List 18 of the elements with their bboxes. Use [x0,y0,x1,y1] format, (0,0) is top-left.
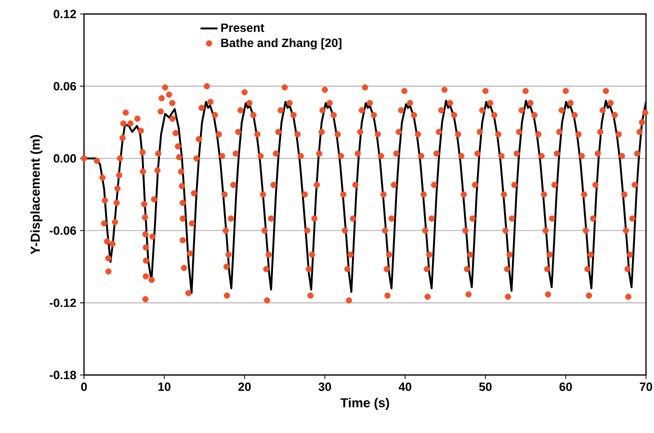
x-axis-title: Time (s) [340,398,390,410]
x-tick-label: 30 [318,382,332,392]
y-tick-label: -0.18 [50,370,76,380]
x-tick-label: 40 [398,382,412,391]
legend-label: Present [221,24,264,32]
x-tick-label: 0 [81,382,87,391]
x-tick-label: 60 [560,382,572,391]
y-tick-label: 0.12 [54,10,76,18]
y-tick-label: 0.00 [54,154,76,163]
y-tick-label: -0.12 [50,298,76,308]
y-tick-label: -0.06 [50,226,76,235]
y-axis-title: Y-Displacement (m) [30,135,42,254]
legend-label: Bathe and Zhang [20] [221,38,342,50]
y-tick-label: 0.06 [54,82,76,90]
x-tick-label: 20 [238,382,251,391]
x-tick-label: 50 [479,382,492,391]
x-tick-label: 70 [640,382,652,391]
x-tick-label: 10 [158,382,170,391]
